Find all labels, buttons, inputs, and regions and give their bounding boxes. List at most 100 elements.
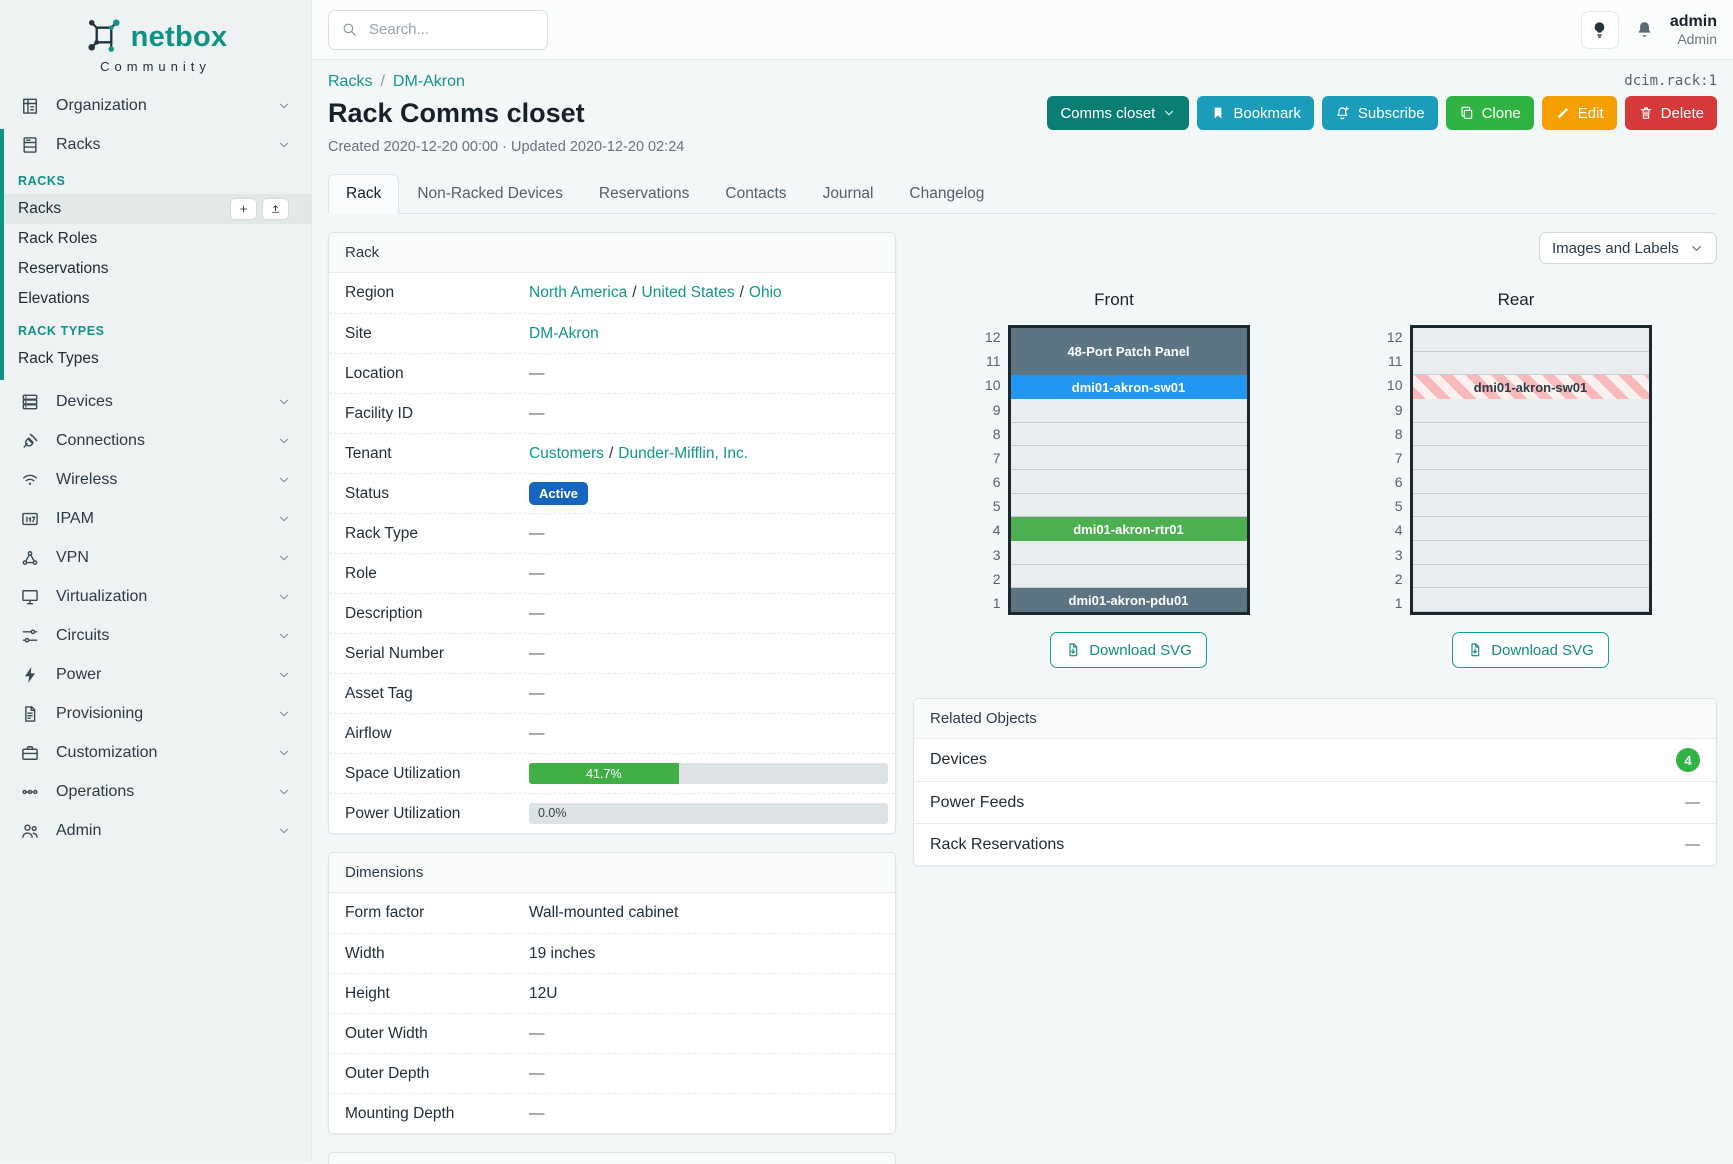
dark-mode-toggle-button[interactable] bbox=[1580, 10, 1619, 49]
sidebar-group-organization[interactable]: Organization bbox=[0, 86, 311, 125]
rack-device-dmi01-akron-rtr01[interactable]: dmi01-akron-rtr01 bbox=[1010, 517, 1247, 541]
rack-device-dmi01-akron-sw01[interactable]: dmi01-akron-sw01 bbox=[1412, 375, 1649, 399]
sidebar-group-wireless[interactable]: Wireless bbox=[0, 460, 311, 499]
sidebar-group-ipam[interactable]: IPAM bbox=[0, 499, 311, 538]
download-svg-label: Download SVG bbox=[1491, 641, 1594, 659]
tab-rack[interactable]: Rack bbox=[328, 174, 400, 214]
user-menu[interactable]: admin Admin bbox=[1670, 12, 1717, 48]
edit-button[interactable]: Edit bbox=[1541, 96, 1617, 130]
button-label: Subscribe bbox=[1357, 104, 1425, 122]
chevron-down-icon bbox=[277, 785, 291, 799]
link-united-states[interactable]: United States bbox=[641, 284, 735, 301]
elevation-title: Rear bbox=[1497, 290, 1535, 309]
sidebar-item-label: Rack Types bbox=[18, 350, 99, 367]
related-row-label[interactable]: Devices bbox=[930, 751, 987, 768]
sidebar-item-rack-roles[interactable]: Rack Roles bbox=[0, 224, 311, 254]
elevation-display-select[interactable]: Images and Labels bbox=[1539, 232, 1717, 264]
elevation-title: Front bbox=[1094, 290, 1134, 309]
tab-changelog[interactable]: Changelog bbox=[909, 185, 985, 202]
link-ohio[interactable]: Ohio bbox=[748, 284, 782, 301]
empty-unit bbox=[1412, 351, 1649, 376]
row-text-value: — bbox=[529, 1104, 545, 1122]
sidebar-item-elevations[interactable]: Elevations bbox=[0, 284, 311, 314]
sidebar-item-racks[interactable]: Racks bbox=[0, 194, 311, 224]
clone-button[interactable]: Clone bbox=[1445, 96, 1534, 130]
related-row-label[interactable]: Rack Reservations bbox=[930, 835, 1065, 853]
sidebar-group-vpn[interactable]: VPN bbox=[0, 538, 311, 577]
add-button[interactable] bbox=[230, 198, 257, 220]
breadcrumb-link-racks[interactable]: Racks bbox=[328, 73, 373, 90]
sidebar-group-devices[interactable]: Devices bbox=[0, 382, 311, 421]
sidebar-item-buttons bbox=[230, 198, 289, 220]
users-icon bbox=[20, 821, 40, 841]
chevron-down-icon bbox=[277, 824, 291, 838]
row-value: — bbox=[529, 1105, 879, 1123]
sidebar-section-header: RACK TYPES bbox=[18, 324, 105, 338]
page-meta: Created 2020-12-20 00:00 · Updated 2020-… bbox=[328, 139, 685, 155]
button-label: Clone bbox=[1481, 104, 1521, 122]
tab-non-racked-devices[interactable]: Non-Racked Devices bbox=[417, 185, 563, 202]
row-label: Outer Depth bbox=[345, 1064, 430, 1082]
row-value: Active bbox=[529, 482, 879, 505]
sidebar-group-connections[interactable]: Connections bbox=[0, 421, 311, 460]
sidebar-item-reservations[interactable]: Reservations bbox=[0, 254, 311, 284]
sidebar-group-customization[interactable]: Customization bbox=[0, 733, 311, 772]
link-dunder-mifflin-inc[interactable]: Dunder-Mifflin, Inc. bbox=[618, 444, 749, 462]
notifications-bell-icon[interactable] bbox=[1634, 19, 1655, 40]
rack-row-rack-type: Rack Type — bbox=[329, 513, 895, 553]
sidebar-group-admin[interactable]: Admin bbox=[0, 811, 311, 850]
tab-contacts[interactable]: Contacts bbox=[725, 185, 787, 202]
circuit-icon bbox=[20, 626, 40, 646]
unit-number: 8 bbox=[1394, 425, 1403, 442]
link-dm-akron[interactable]: DM-Akron bbox=[529, 324, 599, 342]
download-svg-button[interactable]: Download SVG bbox=[1452, 632, 1609, 668]
rack-row-facility-id: Facility ID — bbox=[329, 393, 895, 433]
link-north-america[interactable]: North America bbox=[529, 284, 628, 301]
rack-device-48-port-patch-panel[interactable]: 48-Port Patch Panel bbox=[1010, 328, 1247, 376]
link-customers[interactable]: Customers bbox=[529, 444, 604, 462]
download-svg-button[interactable]: Download SVG bbox=[1050, 632, 1207, 668]
bookmark-button[interactable]: Bookmark bbox=[1197, 96, 1314, 130]
sidebar-group-virtualization[interactable]: Virtualization bbox=[0, 577, 311, 616]
user-role: Admin bbox=[1677, 30, 1717, 47]
sidebar-group-provisioning[interactable]: Provisioning bbox=[0, 694, 311, 733]
row-label: Region bbox=[345, 284, 395, 301]
delete-button[interactable]: Delete bbox=[1624, 96, 1717, 130]
tab-reservations[interactable]: Reservations bbox=[598, 185, 690, 202]
comms-closet-button[interactable]: Comms closet bbox=[1047, 96, 1190, 130]
row-value: — bbox=[529, 525, 879, 543]
sidebar-group-power[interactable]: Power bbox=[0, 655, 311, 694]
row-value: 0.0% bbox=[529, 803, 888, 824]
row-label: Rack Type bbox=[345, 524, 418, 542]
chevron-down-icon bbox=[277, 395, 291, 409]
rack-panel-title: Rack bbox=[329, 233, 895, 273]
subscribe-button[interactable]: Subscribe bbox=[1321, 96, 1438, 130]
breadcrumb-separator: / bbox=[380, 73, 385, 90]
import-button[interactable] bbox=[262, 198, 289, 220]
related-objects-panel: Related Objects Devices 4 Power Feeds — Rack… bbox=[913, 698, 1717, 866]
related-row-label[interactable]: Power Feeds bbox=[930, 793, 1025, 811]
sidebar-group-racks[interactable]: Racks bbox=[0, 125, 311, 164]
next-panel-partial bbox=[328, 1152, 896, 1164]
row-value: — bbox=[529, 725, 879, 743]
sidebar-group-operations[interactable]: Operations bbox=[0, 772, 311, 811]
sidebar-sections: RACKS Racks Rack Roles Reservations Elevatio… bbox=[0, 164, 311, 374]
tab-journal[interactable]: Journal bbox=[822, 185, 874, 202]
search-input[interactable] bbox=[367, 20, 535, 39]
sidebar-item-rack-types[interactable]: Rack Types bbox=[0, 344, 311, 374]
row-label: Serial Number bbox=[345, 644, 445, 662]
rack-front: 12 11 10 9 8 7 6 5 4 3 2 1 48-Port Patch Panel dmi01-… bbox=[979, 325, 1250, 615]
rack-device-dmi01-akron-sw01[interactable]: dmi01-akron-sw01 bbox=[1010, 375, 1247, 399]
brand-name: netbox bbox=[130, 20, 228, 53]
rack-device-dmi01-akron-pdu01[interactable]: dmi01-akron-pdu01 bbox=[1010, 588, 1247, 612]
search-box[interactable] bbox=[328, 9, 548, 50]
download-row: Download SVG bbox=[1315, 632, 1717, 668]
elevation-front: Front 12 11 10 9 8 7 6 5 4 3 2 1 48-Port Patch Panel d… bbox=[913, 290, 1315, 668]
sidebar-group-circuits[interactable]: Circuits bbox=[0, 616, 311, 655]
row-label: Space Utilization bbox=[345, 764, 461, 782]
unit-number: 5 bbox=[992, 498, 1001, 515]
row-value: DM-Akron bbox=[529, 325, 879, 343]
rack-rear: 12 11 10 9 8 7 6 5 4 3 2 1 dmi01-akron-sw01 bbox=[1381, 325, 1652, 615]
breadcrumb-link-dm-akron[interactable]: DM-Akron bbox=[392, 73, 465, 90]
sidebar-nav-top: Organization Racks bbox=[0, 86, 311, 164]
